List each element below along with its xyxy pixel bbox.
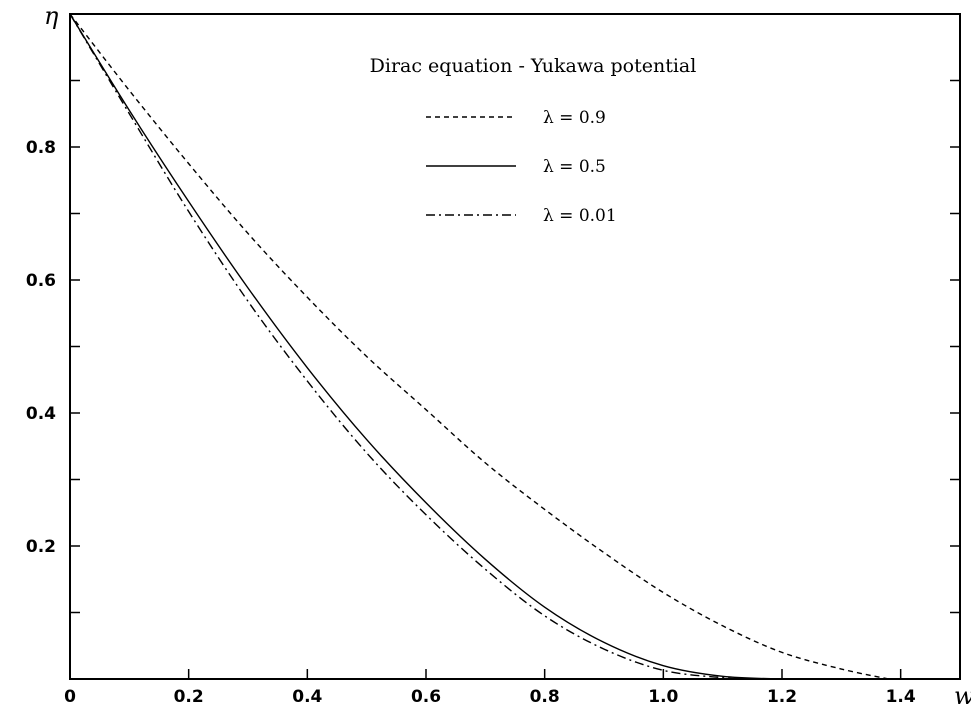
legend-label: λ = 0.9 (543, 108, 606, 128)
legend-label: λ = 0.01 (543, 206, 617, 226)
x-tick-label: 0.4 (292, 687, 322, 707)
x-tick-label: 1.0 (648, 687, 678, 707)
series-line-1 (69, 13, 783, 680)
x-tick-label: 1.2 (767, 687, 797, 707)
x-axis-label: w (954, 682, 971, 710)
ticks-layer: 0 0.2 0.4 0.6 0.8 1.0 1.2 1.4 0.2 0.4 0.6 0.8 (26, 79, 960, 707)
plot-frame (69, 13, 961, 680)
x-tick-label: 0.2 (174, 687, 204, 707)
x-tick-label: 0 (64, 687, 76, 707)
y-tick-label: 0.2 (26, 537, 56, 557)
x-tick-label: 1.4 (886, 687, 916, 707)
y-tick-label: 0.4 (26, 404, 56, 424)
legend-label: λ = 0.5 (543, 157, 606, 177)
series-line-0 (69, 13, 889, 680)
x-tick-label: 0.8 (530, 687, 560, 707)
y-tick-label: 0.8 (26, 138, 56, 158)
chart-title: Dirac equation - Yukawa potential (370, 55, 697, 77)
series-layer (69, 13, 889, 680)
y-tick-label: 0.6 (26, 271, 56, 291)
legend: λ = 0.9 λ = 0.5 λ = 0.01 (426, 108, 617, 226)
series-line-2 (69, 13, 753, 680)
x-tick-label: 0.6 (411, 687, 441, 707)
y-axis-label: η (44, 2, 59, 30)
